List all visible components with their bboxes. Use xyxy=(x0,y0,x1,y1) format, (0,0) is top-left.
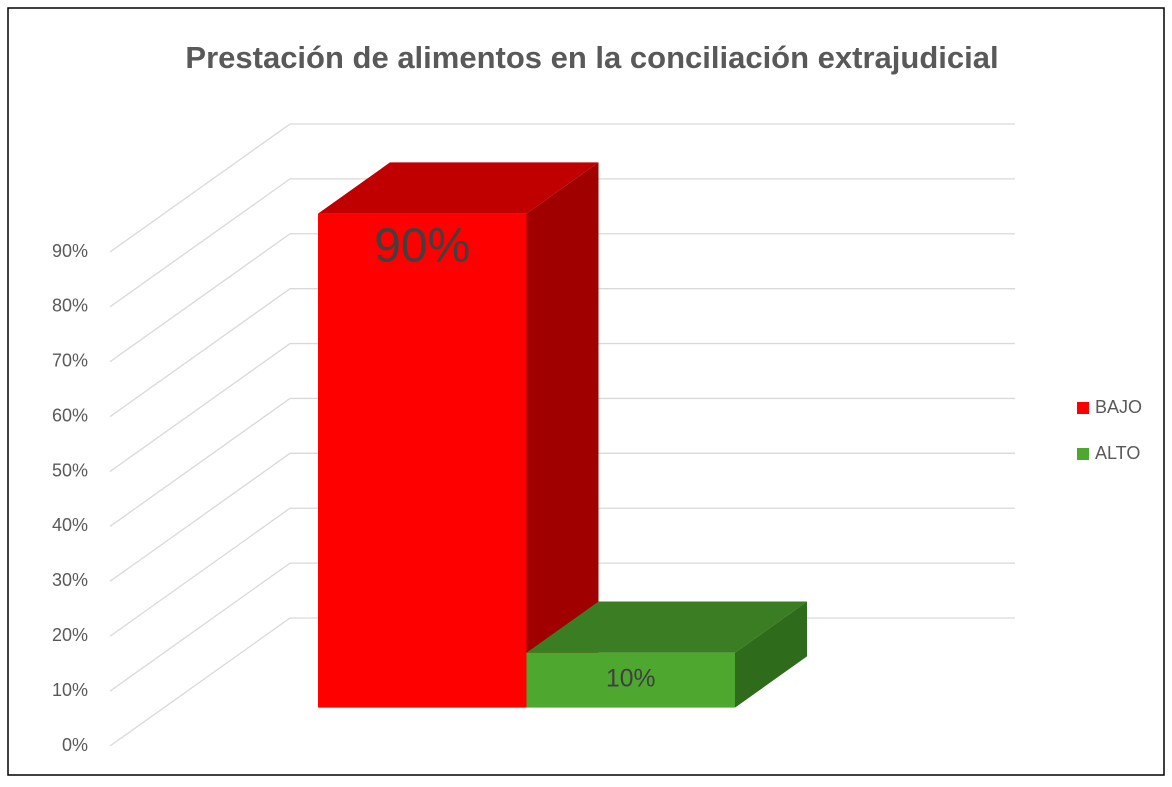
y-tick-label: 50% xyxy=(52,460,88,480)
legend-label: BAJO xyxy=(1095,397,1142,417)
bar-side xyxy=(735,601,807,708)
bar-top xyxy=(526,601,807,653)
grid-line xyxy=(109,123,1015,253)
y-tick-label: 0% xyxy=(62,735,88,755)
y-tick-label: 80% xyxy=(52,296,88,316)
y-tick-label: 30% xyxy=(52,570,88,590)
chart-title: Prestación de alimentos en la conciliaci… xyxy=(185,40,998,75)
bar xyxy=(526,652,735,708)
bar-top xyxy=(318,162,599,214)
grid-line xyxy=(109,342,1015,473)
legend-label: ALTO xyxy=(1095,443,1140,463)
legend-swatch xyxy=(1077,402,1089,414)
grid-line xyxy=(109,397,1015,527)
grid-line xyxy=(109,562,1015,692)
grid-line xyxy=(109,233,1015,363)
bar-side xyxy=(526,162,599,708)
grid-line xyxy=(109,178,1015,308)
legend-swatch xyxy=(1077,448,1089,460)
grid-line xyxy=(109,452,1015,582)
y-tick-label: 60% xyxy=(52,405,88,425)
grid-line xyxy=(109,507,1015,637)
y-tick-label: 40% xyxy=(52,515,88,535)
data-label: 10% xyxy=(606,666,655,693)
y-tick-label: 70% xyxy=(52,351,88,371)
data-label: 90% xyxy=(374,219,470,272)
y-tick-label: 10% xyxy=(52,680,88,700)
y-tick-label: 20% xyxy=(52,625,88,645)
grid-line xyxy=(109,288,1015,418)
y-tick-label: 90% xyxy=(52,241,88,261)
bar xyxy=(318,213,527,708)
